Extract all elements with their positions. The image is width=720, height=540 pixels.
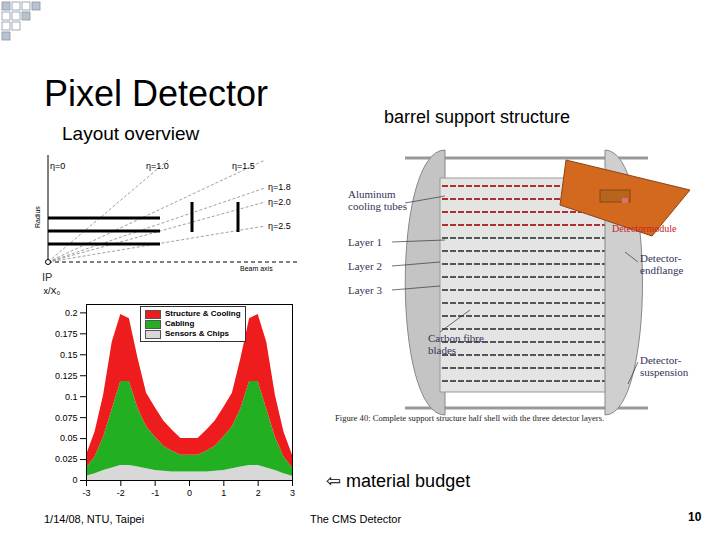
svg-text:-1: -1 (151, 488, 159, 498)
svg-text:η=1.0: η=1.0 (146, 161, 169, 171)
svg-text:0.05: 0.05 (60, 433, 78, 443)
svg-text:0.025: 0.025 (55, 454, 78, 464)
svg-text:η=2.0: η=2.0 (268, 197, 291, 207)
svg-text:1: 1 (221, 488, 226, 498)
svg-text:Layer 1: Layer 1 (348, 236, 382, 248)
svg-text:Aluminum: Aluminum (348, 188, 396, 200)
svg-text:1/14/08, NTU, Taipei: 1/14/08, NTU, Taipei (44, 513, 144, 525)
svg-text:η=2.5: η=2.5 (268, 221, 291, 231)
svg-text:0.075: 0.075 (55, 413, 78, 423)
svg-text:-3: -3 (82, 488, 90, 498)
svg-text:0.1: 0.1 (65, 392, 78, 402)
svg-text:suspension: suspension (640, 366, 689, 378)
svg-text:Detectormodule: Detectormodule (612, 223, 677, 234)
svg-text:2: 2 (256, 488, 261, 498)
svg-text:Figure 40: Complete support st: Figure 40: Complete support structure ha… (335, 413, 604, 423)
svg-text:3: 3 (290, 488, 295, 498)
svg-text:The CMS Detector: The CMS Detector (310, 513, 401, 525)
html-text:Sensors & Chips: Sensors & Chips (165, 329, 229, 338)
svg-text:endflange: endflange (640, 264, 683, 276)
svg-text:η=0: η=0 (50, 161, 65, 171)
svg-text:Carbon fibre: Carbon fibre (428, 332, 484, 344)
svg-text:Pixel Detector: Pixel Detector (44, 73, 268, 114)
svg-text:0: 0 (187, 488, 192, 498)
svg-text:Detector-: Detector- (640, 354, 682, 366)
svg-text:Radius: Radius (34, 206, 41, 228)
svg-text:0: 0 (72, 475, 77, 485)
svg-text:Detector-: Detector- (640, 252, 682, 264)
svg-text:Layer 2: Layer 2 (348, 260, 382, 272)
svg-text:Layout overview: Layout overview (62, 123, 200, 144)
svg-text:⇦ material budget: ⇦ material budget (326, 471, 470, 491)
svg-text:η=1.5: η=1.5 (232, 161, 255, 171)
svg-text:cooling tubes: cooling tubes (348, 200, 407, 212)
svg-text:blades: blades (428, 344, 456, 356)
svg-text:barrel support structure: barrel support structure (384, 107, 570, 127)
svg-text:0.175: 0.175 (55, 329, 78, 339)
html-text:Structure & Cooling: Structure & Cooling (165, 309, 241, 318)
svg-text:0.15: 0.15 (60, 350, 78, 360)
svg-text:Beam axis: Beam axis (240, 265, 273, 272)
svg-text:0.2: 0.2 (65, 308, 78, 318)
svg-text:IP: IP (42, 271, 52, 283)
svg-text:η=1.8: η=1.8 (268, 182, 291, 192)
html-text:Cabling: Cabling (165, 319, 195, 328)
svg-text:10: 10 (688, 510, 702, 524)
svg-text:0.125: 0.125 (55, 371, 78, 381)
svg-text:Layer 3: Layer 3 (348, 284, 382, 296)
svg-text:x/X₀: x/X₀ (44, 286, 61, 296)
svg-text:-2: -2 (117, 488, 125, 498)
